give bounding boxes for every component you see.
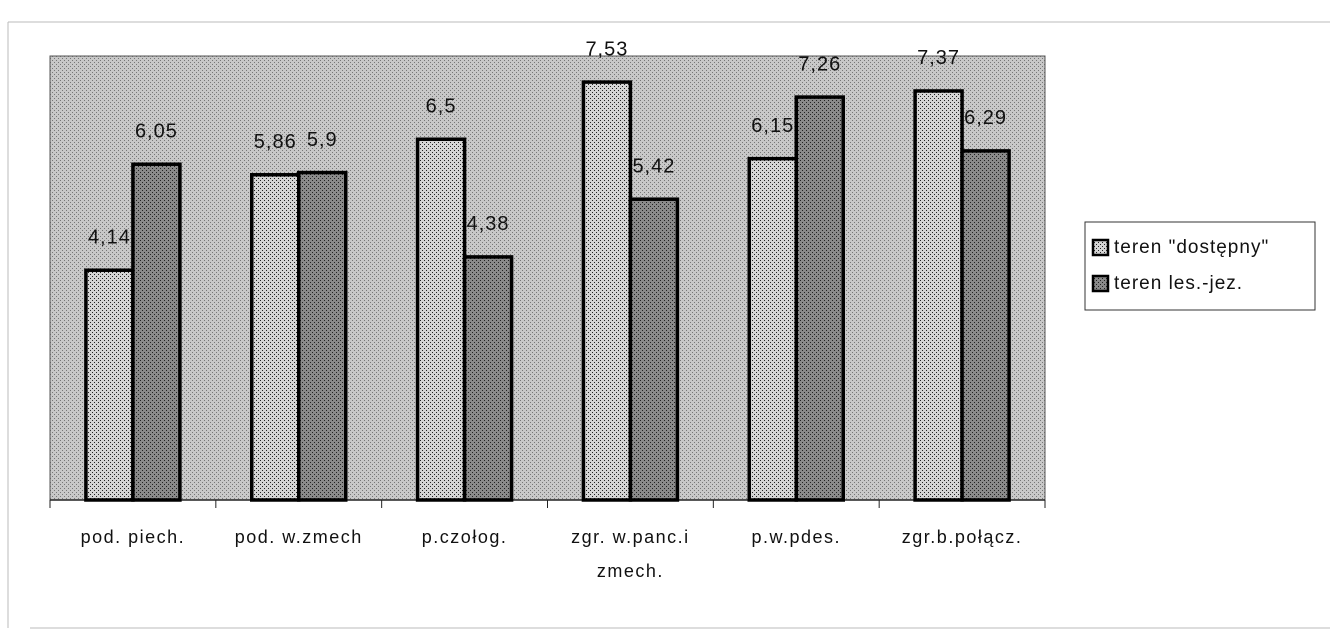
bar: [747, 156, 798, 502]
bar: [462, 255, 514, 502]
plot-area: [49, 55, 1046, 501]
x-tick-label: p.w.pdes.: [751, 527, 842, 547]
bar: [250, 173, 301, 502]
bar: [131, 162, 182, 502]
bar: [581, 80, 633, 502]
bar: [794, 95, 845, 502]
x-tick-label: zgr.b.połącz.: [901, 527, 1023, 547]
bar: [84, 268, 135, 502]
legend-label: teren les.-jez.: [1114, 273, 1243, 294]
data-label: 6,15: [751, 115, 794, 137]
data-label: 6,05: [135, 121, 178, 143]
data-label: 7,26: [798, 53, 841, 75]
x-tick-label: zgr. w.panc.i zmech.: [571, 527, 690, 581]
data-label: 5,86: [254, 131, 297, 153]
data-label: 6,5: [426, 96, 457, 118]
data-label: 5,9: [307, 129, 338, 151]
data-label: 7,37: [917, 47, 960, 69]
data-label: 4,38: [467, 213, 510, 235]
data-label: 7,53: [585, 38, 628, 60]
legend-swatch: [1091, 274, 1110, 293]
legend-swatch: [1091, 238, 1110, 257]
data-label: 6,29: [964, 107, 1007, 129]
legend-box: [1084, 221, 1316, 311]
x-tick-label: pod. piech.: [80, 527, 186, 547]
data-label: 4,14: [88, 227, 131, 249]
bar: [913, 89, 964, 502]
bar: [415, 137, 467, 502]
legend-label: teren "dostępny": [1114, 237, 1269, 258]
bar: [297, 170, 348, 502]
bar: [960, 149, 1011, 502]
data-label: 5,42: [632, 155, 675, 177]
x-tick-label: pod. w.zmech: [234, 527, 363, 547]
x-tick-label: p.czołog.: [421, 527, 508, 547]
bar: [628, 197, 680, 502]
